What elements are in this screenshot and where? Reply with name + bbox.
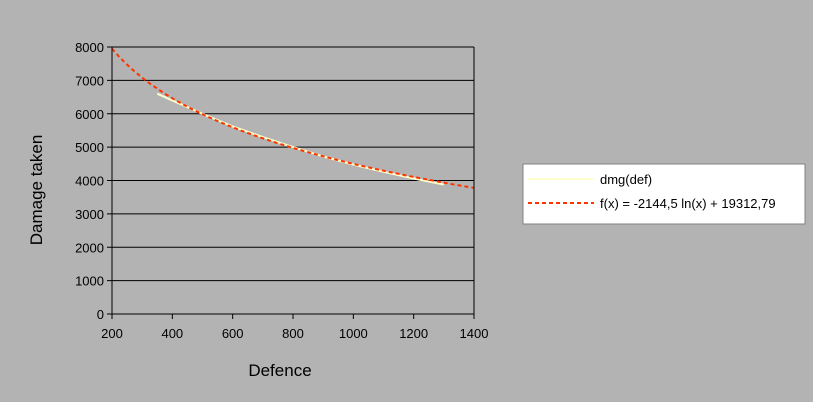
x-axis-title: Defence	[248, 361, 311, 380]
x-tick-labels: 200 400 600 800 1000 1200 1400	[101, 326, 488, 341]
legend: dmg(def) f(x) = -2144,5 ln(x) + 19312,79	[523, 164, 805, 224]
x-tick-label-600: 600	[222, 326, 244, 341]
legend-box	[523, 164, 805, 224]
y-tick-label-4000: 4000	[75, 174, 104, 189]
y-tick-label-0: 0	[97, 307, 104, 322]
x-tick-label-1400: 1400	[460, 326, 489, 341]
y-tick-label-1000: 1000	[75, 274, 104, 289]
y-tick-labels: 0 1000 2000 3000 4000 5000 6000 7000 8000	[75, 40, 104, 322]
legend-label-dmg: dmg(def)	[600, 172, 652, 187]
x-tick-label-400: 400	[161, 326, 183, 341]
y-tick-label-3000: 3000	[75, 207, 104, 222]
x-tick-label-200: 200	[101, 326, 123, 341]
x-tick-label-800: 800	[282, 326, 304, 341]
y-tick-label-5000: 5000	[75, 140, 104, 155]
y-tick-label-8000: 8000	[75, 40, 104, 55]
legend-label-trendline: f(x) = -2144,5 ln(x) + 19312,79	[600, 196, 776, 211]
x-tick-label-1200: 1200	[399, 326, 428, 341]
x-tick-label-1000: 1000	[339, 326, 368, 341]
y-tick-label-2000: 2000	[75, 240, 104, 255]
y-tick-label-6000: 6000	[75, 107, 104, 122]
y-axis-title: Damage taken	[27, 135, 46, 246]
y-tick-label-7000: 7000	[75, 73, 104, 88]
